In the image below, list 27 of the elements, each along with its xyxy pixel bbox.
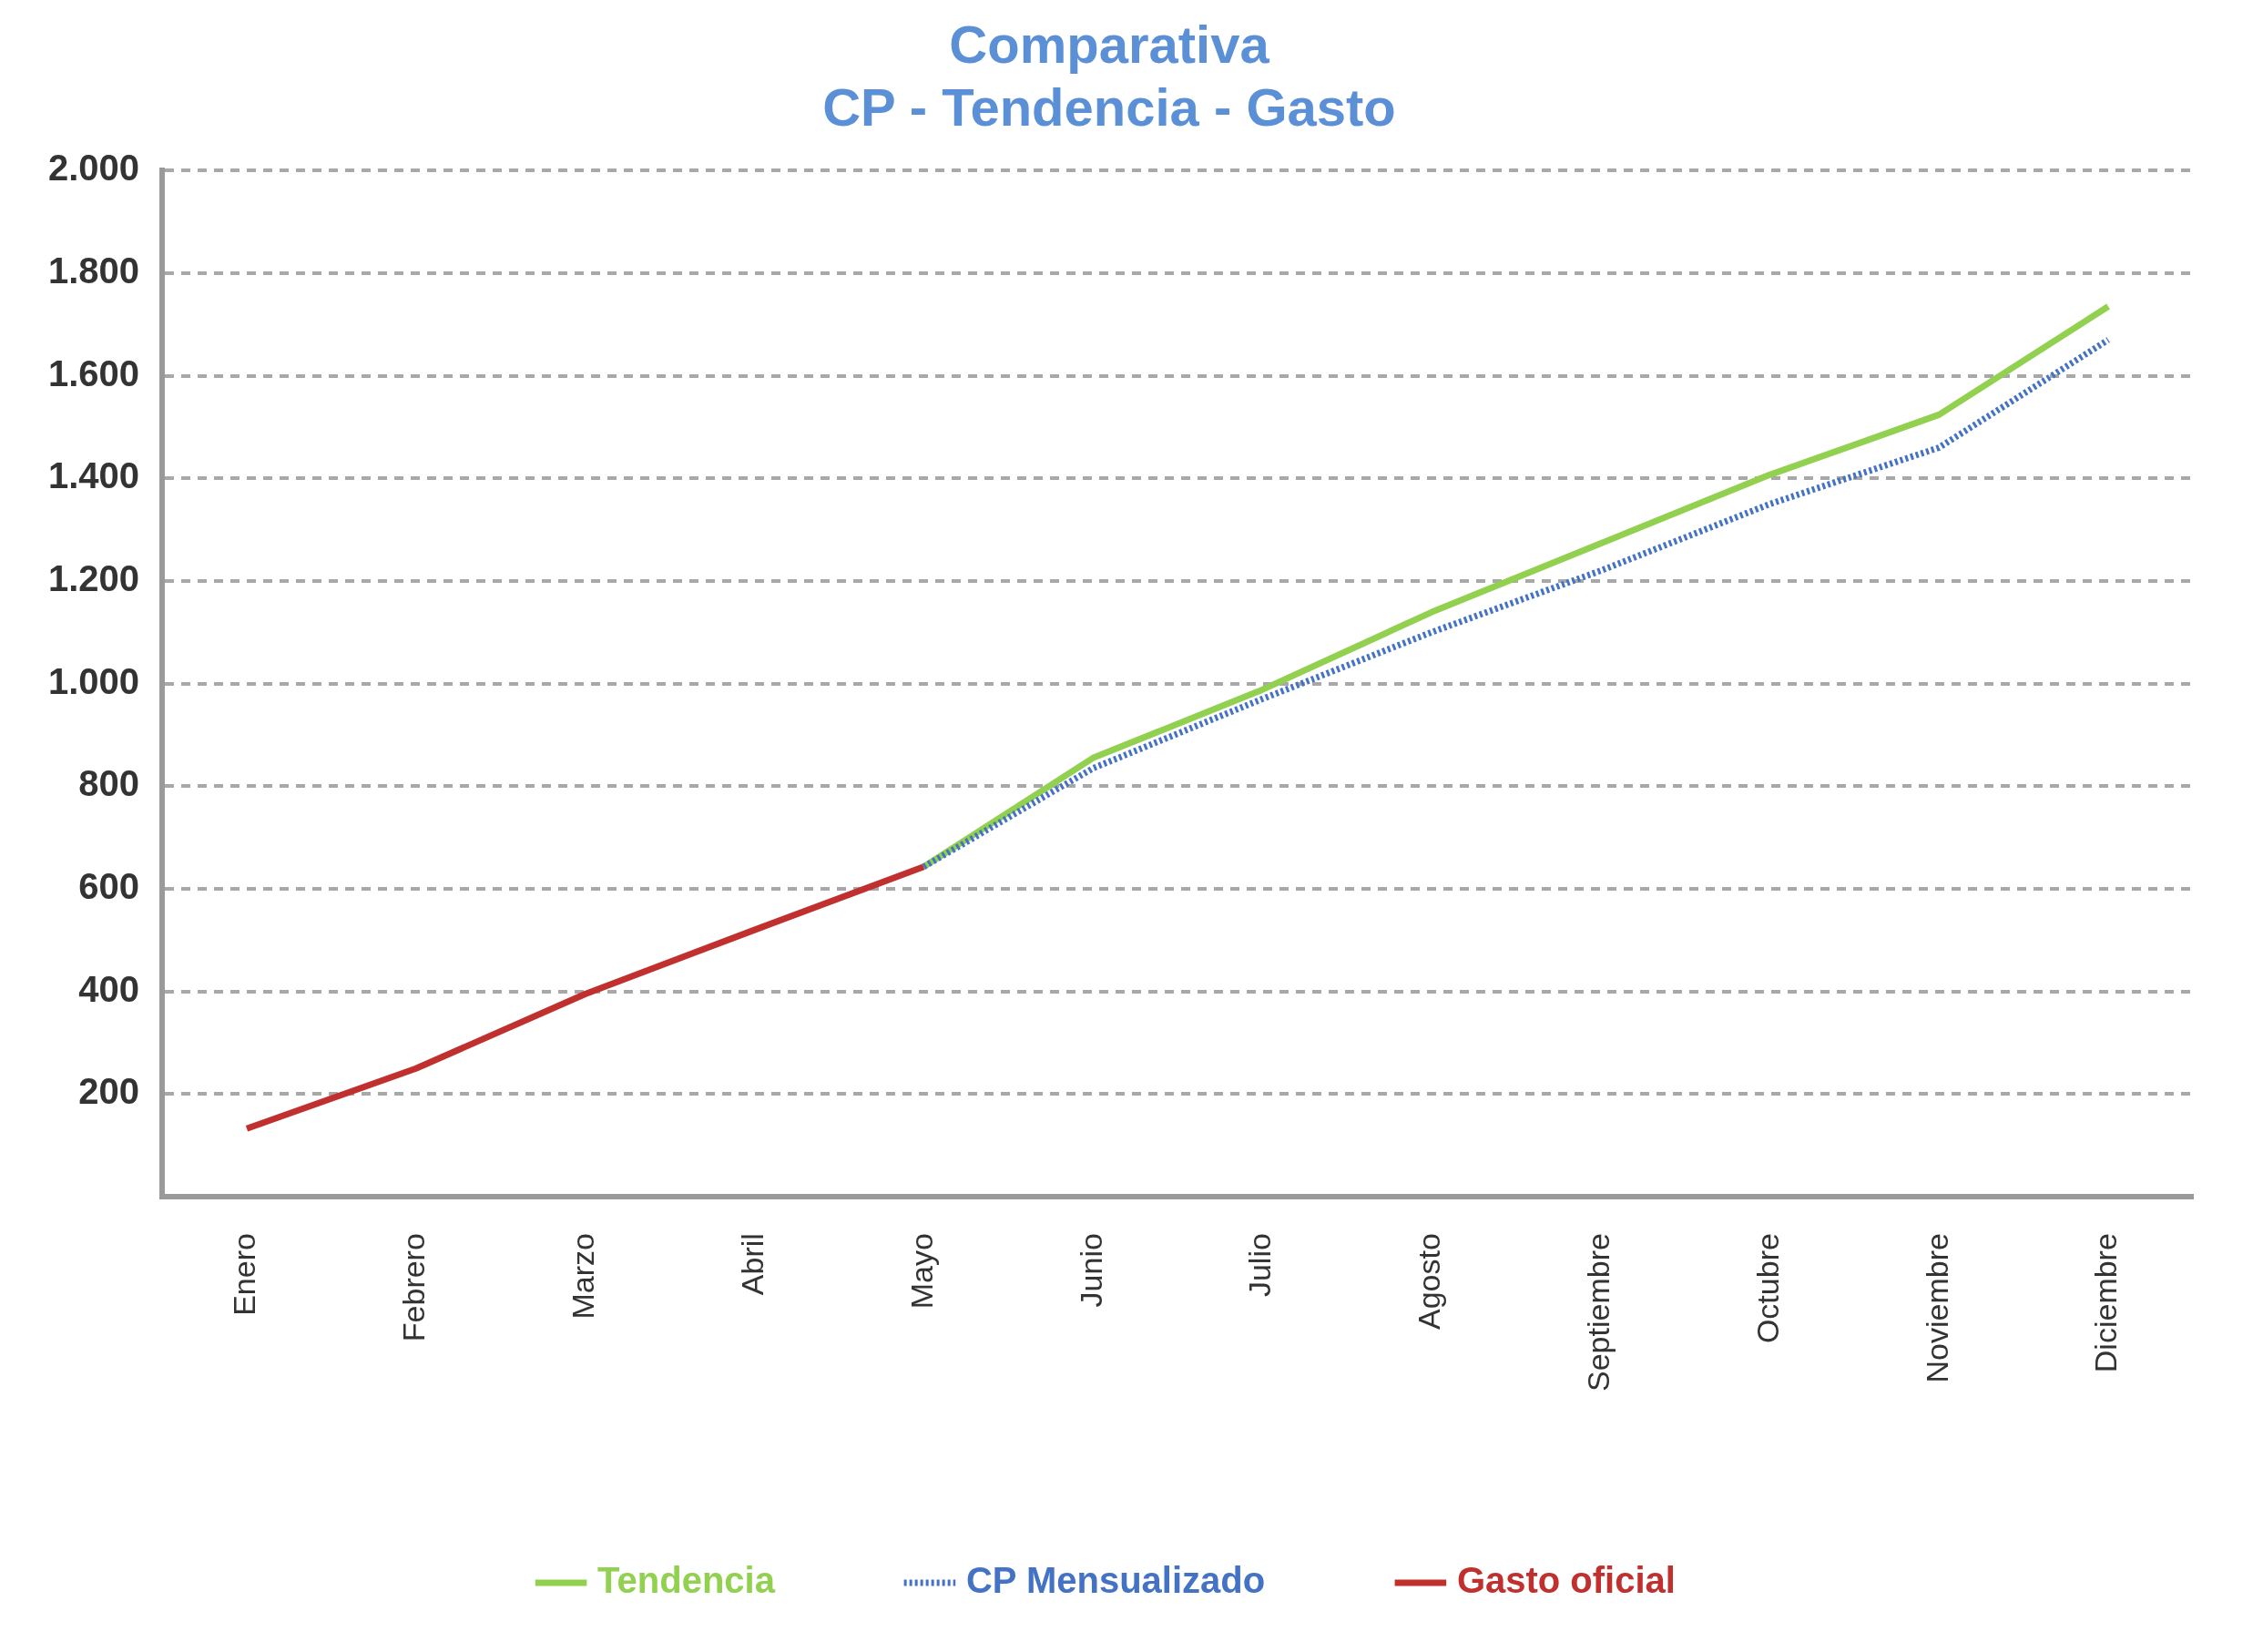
x-tick-label: Julio <box>1242 1233 1278 1298</box>
x-tick-label: Octubre <box>1749 1233 1785 1344</box>
x-tick-label: Diciembre <box>2088 1233 2124 1373</box>
legend-label: Gasto oficial <box>1456 1560 1676 1601</box>
y-tick-label: 200 <box>78 1071 140 1112</box>
y-tick-label: 600 <box>78 866 140 907</box>
x-tick-label: Enero <box>227 1233 262 1316</box>
x-tick-label: Abril <box>734 1233 770 1296</box>
y-tick-label: 1.800 <box>47 250 140 291</box>
x-tick-label: Septiembre <box>1580 1233 1616 1392</box>
x-tick-label: Mayo <box>903 1233 939 1310</box>
y-tick-label: 1.600 <box>47 352 140 393</box>
y-tick-label: 800 <box>78 763 140 804</box>
legend-label: Tendencia <box>597 1560 776 1601</box>
y-tick-label: 1.000 <box>47 660 140 701</box>
text: CP - Tendencia - Gasto <box>822 77 1396 138</box>
y-tick-label: 1.400 <box>47 455 140 496</box>
x-tick-label: Marzo <box>566 1233 601 1320</box>
y-tick-label: 2.000 <box>47 148 140 189</box>
x-tick-label: Junio <box>1073 1233 1108 1308</box>
x-tick-label: Noviembre <box>1919 1233 1954 1383</box>
y-tick-label: 1.200 <box>47 558 140 598</box>
x-tick-label: Agosto <box>1412 1233 1447 1330</box>
x-tick-label: Febrero <box>396 1233 432 1342</box>
y-tick-label: 400 <box>78 968 140 1009</box>
text: Comparativa <box>949 14 1269 74</box>
legend-label: CP Mensualizado <box>965 1560 1266 1601</box>
